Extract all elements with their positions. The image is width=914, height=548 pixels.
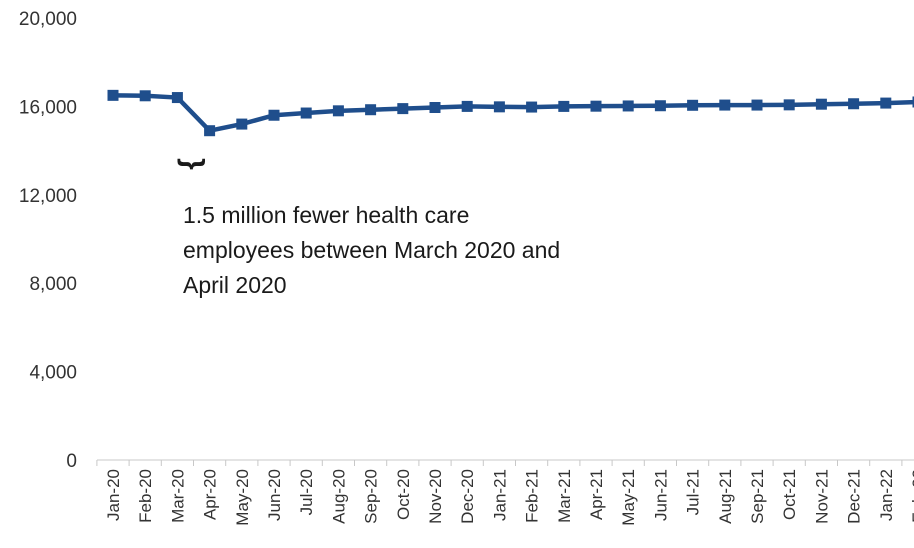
data-point	[236, 118, 248, 130]
x-tick-label: May-21	[619, 469, 638, 526]
data-point	[365, 104, 377, 116]
x-tick-label: Feb-20	[136, 469, 155, 523]
annotation-line-3: April 2020	[183, 272, 287, 298]
y-tick-label: 8,000	[29, 274, 77, 295]
x-tick-label: Mar-20	[168, 469, 187, 523]
data-point	[880, 97, 892, 109]
annotation-line-1: 1.5 million fewer health care	[183, 202, 469, 228]
y-tick-label: 0	[66, 451, 77, 472]
x-tick-label: Dec-20	[458, 469, 477, 524]
x-tick-label: Jun-21	[651, 469, 670, 521]
x-tick-label: Oct-21	[780, 469, 799, 520]
x-tick-label: Apr-21	[587, 469, 606, 520]
x-tick-label: Aug-20	[329, 469, 348, 524]
data-point	[268, 109, 280, 121]
data-point	[139, 90, 151, 102]
x-tick-label: Jan-21	[490, 469, 509, 521]
x-tick-label: May-20	[233, 469, 252, 526]
x-tick-label: Feb-22	[909, 469, 914, 523]
x-tick-label: Nov-21	[812, 469, 831, 524]
data-point	[622, 100, 634, 112]
data-point	[654, 100, 666, 112]
data-point	[300, 107, 312, 119]
x-tick-label: Mar-21	[555, 469, 574, 523]
data-point	[783, 99, 795, 111]
x-axis-ticks	[96, 460, 903, 466]
data-point	[815, 98, 827, 110]
y-tick-label: 20,000	[19, 9, 77, 30]
x-tick-label: Jun-20	[265, 469, 284, 521]
x-tick-label: Feb-21	[523, 469, 542, 523]
data-point	[493, 101, 505, 113]
x-axis-tick-labels: Jan-20 Feb-20 Mar-20 Apr-20 May-20 Jun-20 Jul-…	[104, 469, 914, 526]
data-point	[687, 99, 699, 111]
data-point	[171, 92, 183, 104]
x-tick-label: Jan-22	[877, 469, 896, 521]
y-tick-label: 12,000	[19, 186, 77, 207]
data-point	[751, 99, 763, 111]
data-point	[719, 99, 731, 111]
x-tick-label: Sep-20	[362, 469, 381, 524]
data-point	[204, 125, 216, 137]
data-point	[107, 89, 119, 101]
x-tick-label: Dec-21	[845, 469, 864, 524]
x-tick-label: Nov-20	[426, 469, 445, 524]
data-point	[590, 100, 602, 112]
data-point	[332, 105, 344, 117]
data-point	[848, 98, 860, 110]
data-point	[461, 100, 473, 112]
y-axis-tick-labels: 0 4,000 8,000 12,000 16,000 20,000	[19, 9, 77, 472]
x-tick-label: Aug-21	[716, 469, 735, 524]
annotation-brace: }	[177, 158, 210, 170]
y-tick-label: 16,000	[19, 97, 77, 118]
x-tick-label: Sep-21	[748, 469, 767, 524]
y-tick-label: 4,000	[29, 363, 77, 384]
series-markers	[107, 89, 914, 137]
data-point	[912, 96, 914, 108]
x-tick-label: Jul-20	[297, 469, 316, 515]
data-point	[429, 102, 441, 114]
data-point	[397, 103, 409, 115]
data-point	[558, 100, 570, 112]
x-tick-label: Oct-20	[394, 469, 413, 520]
x-tick-label: Jul-21	[684, 469, 703, 515]
x-tick-label: Apr-20	[201, 469, 220, 520]
data-point	[526, 101, 538, 113]
annotation-line-2: employees between March 2020 and	[183, 237, 560, 263]
x-tick-label: Jan-20	[104, 469, 123, 521]
